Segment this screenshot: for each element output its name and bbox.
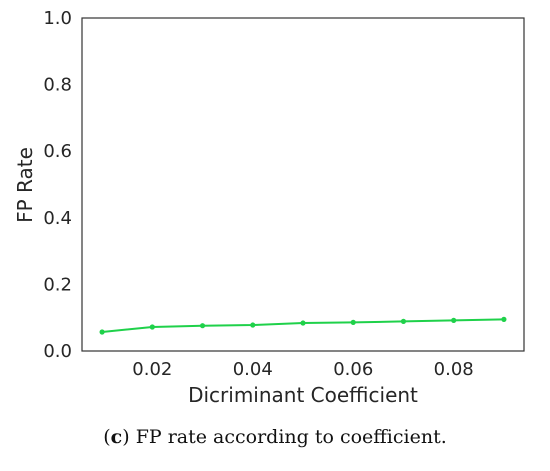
data-point bbox=[300, 320, 306, 326]
y-axis-title: FP Rate bbox=[13, 147, 37, 223]
x-tick-label: 0.02 bbox=[132, 359, 172, 380]
data-point bbox=[199, 323, 206, 329]
plot-frame bbox=[81, 17, 525, 352]
figure-caption: (c) FP rate according to coefficient. bbox=[103, 426, 447, 448]
x-tick-label: 0.08 bbox=[434, 359, 474, 380]
x-tick-label: 0.06 bbox=[333, 359, 373, 380]
y-tick-label: 0.2 bbox=[43, 274, 72, 295]
data-point bbox=[99, 329, 105, 335]
y-tick-label: 0.0 bbox=[43, 341, 72, 362]
caption-label: c bbox=[110, 426, 123, 448]
x-axis-title: Dicriminant Coefficient bbox=[188, 383, 418, 407]
y-tick-label: 0.8 bbox=[43, 75, 72, 96]
data-point bbox=[250, 322, 256, 328]
y-tick-labels: 0.0 0.2 0.4 0.6 0.8 1.0 bbox=[43, 8, 72, 362]
data-point bbox=[149, 324, 155, 330]
data-point bbox=[350, 319, 356, 325]
y-tick-label: 0.4 bbox=[43, 208, 72, 229]
y-tick-label: 0.6 bbox=[43, 141, 72, 162]
data-point bbox=[400, 318, 407, 324]
y-tick-label: 1.0 bbox=[43, 8, 72, 29]
fp-rate-chart: 0.0 0.2 0.4 0.6 0.8 1.0 0.02 0.04 0.06 0.08 Dicr… bbox=[13, 8, 525, 407]
x-tick-label: 0.04 bbox=[233, 359, 273, 380]
data-point bbox=[451, 317, 457, 323]
caption-text: FP rate according to coefficient. bbox=[129, 426, 447, 448]
data-point bbox=[501, 316, 507, 322]
x-tick-labels: 0.02 0.04 0.06 0.08 bbox=[132, 359, 473, 380]
series-layer bbox=[99, 316, 507, 335]
